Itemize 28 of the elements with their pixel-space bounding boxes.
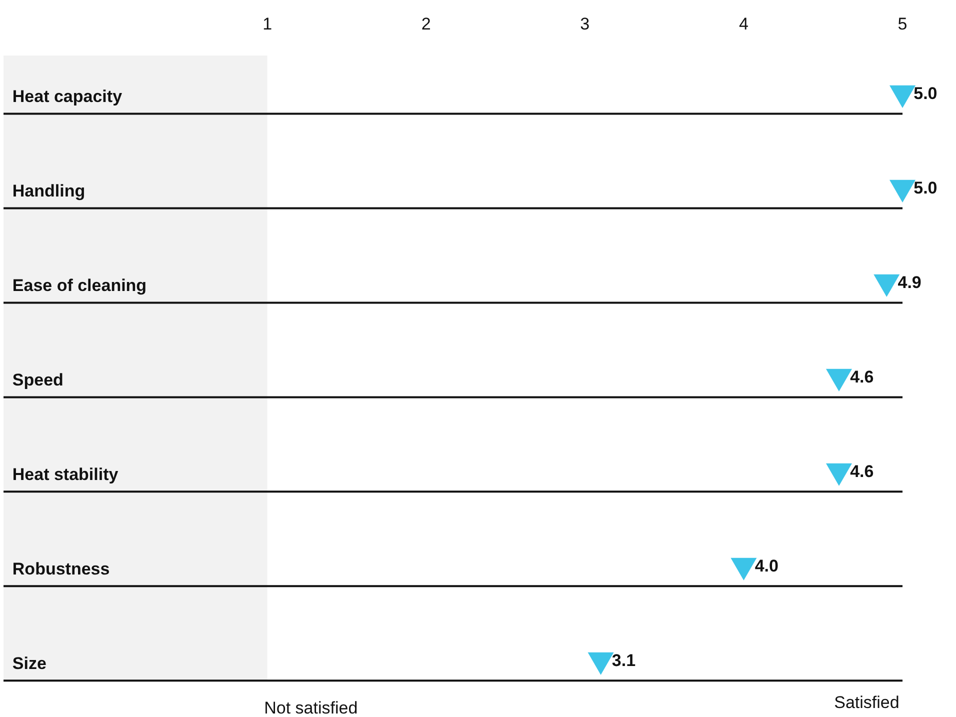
point bbox=[890, 180, 916, 202]
data-label: 3.1 bbox=[612, 650, 636, 670]
x-tick-label: 5 bbox=[898, 14, 908, 34]
data-label: 4.9 bbox=[898, 272, 922, 292]
y-tick-label: Heat stability bbox=[12, 465, 119, 484]
point bbox=[826, 463, 852, 486]
y-tick-label: Size bbox=[12, 654, 46, 674]
data-label: 4.0 bbox=[754, 556, 778, 576]
data-label: 4.6 bbox=[850, 367, 874, 386]
data-label: 5.0 bbox=[914, 84, 938, 103]
data-label: 4.6 bbox=[850, 462, 874, 481]
text: Not satisfied bbox=[264, 698, 358, 717]
point bbox=[874, 274, 900, 297]
point bbox=[890, 85, 916, 108]
x-tick-label: 4 bbox=[738, 14, 748, 34]
y-tick-label: Speed bbox=[12, 370, 64, 390]
y-tick-label: Robustness bbox=[12, 560, 110, 579]
text: Satisfied bbox=[834, 692, 900, 712]
x-tick-label: 1 bbox=[262, 14, 272, 34]
y-tick-label: Heat capacity bbox=[12, 87, 123, 106]
point bbox=[588, 652, 614, 675]
y-tick-label: Ease of cleaning bbox=[12, 276, 147, 296]
point bbox=[730, 558, 757, 580]
y-tick-label: Handling bbox=[12, 182, 86, 201]
x-tick-label: 3 bbox=[580, 14, 590, 34]
x-tick-label: 2 bbox=[421, 14, 431, 34]
data-label: 5.0 bbox=[914, 178, 938, 198]
point bbox=[826, 368, 852, 392]
